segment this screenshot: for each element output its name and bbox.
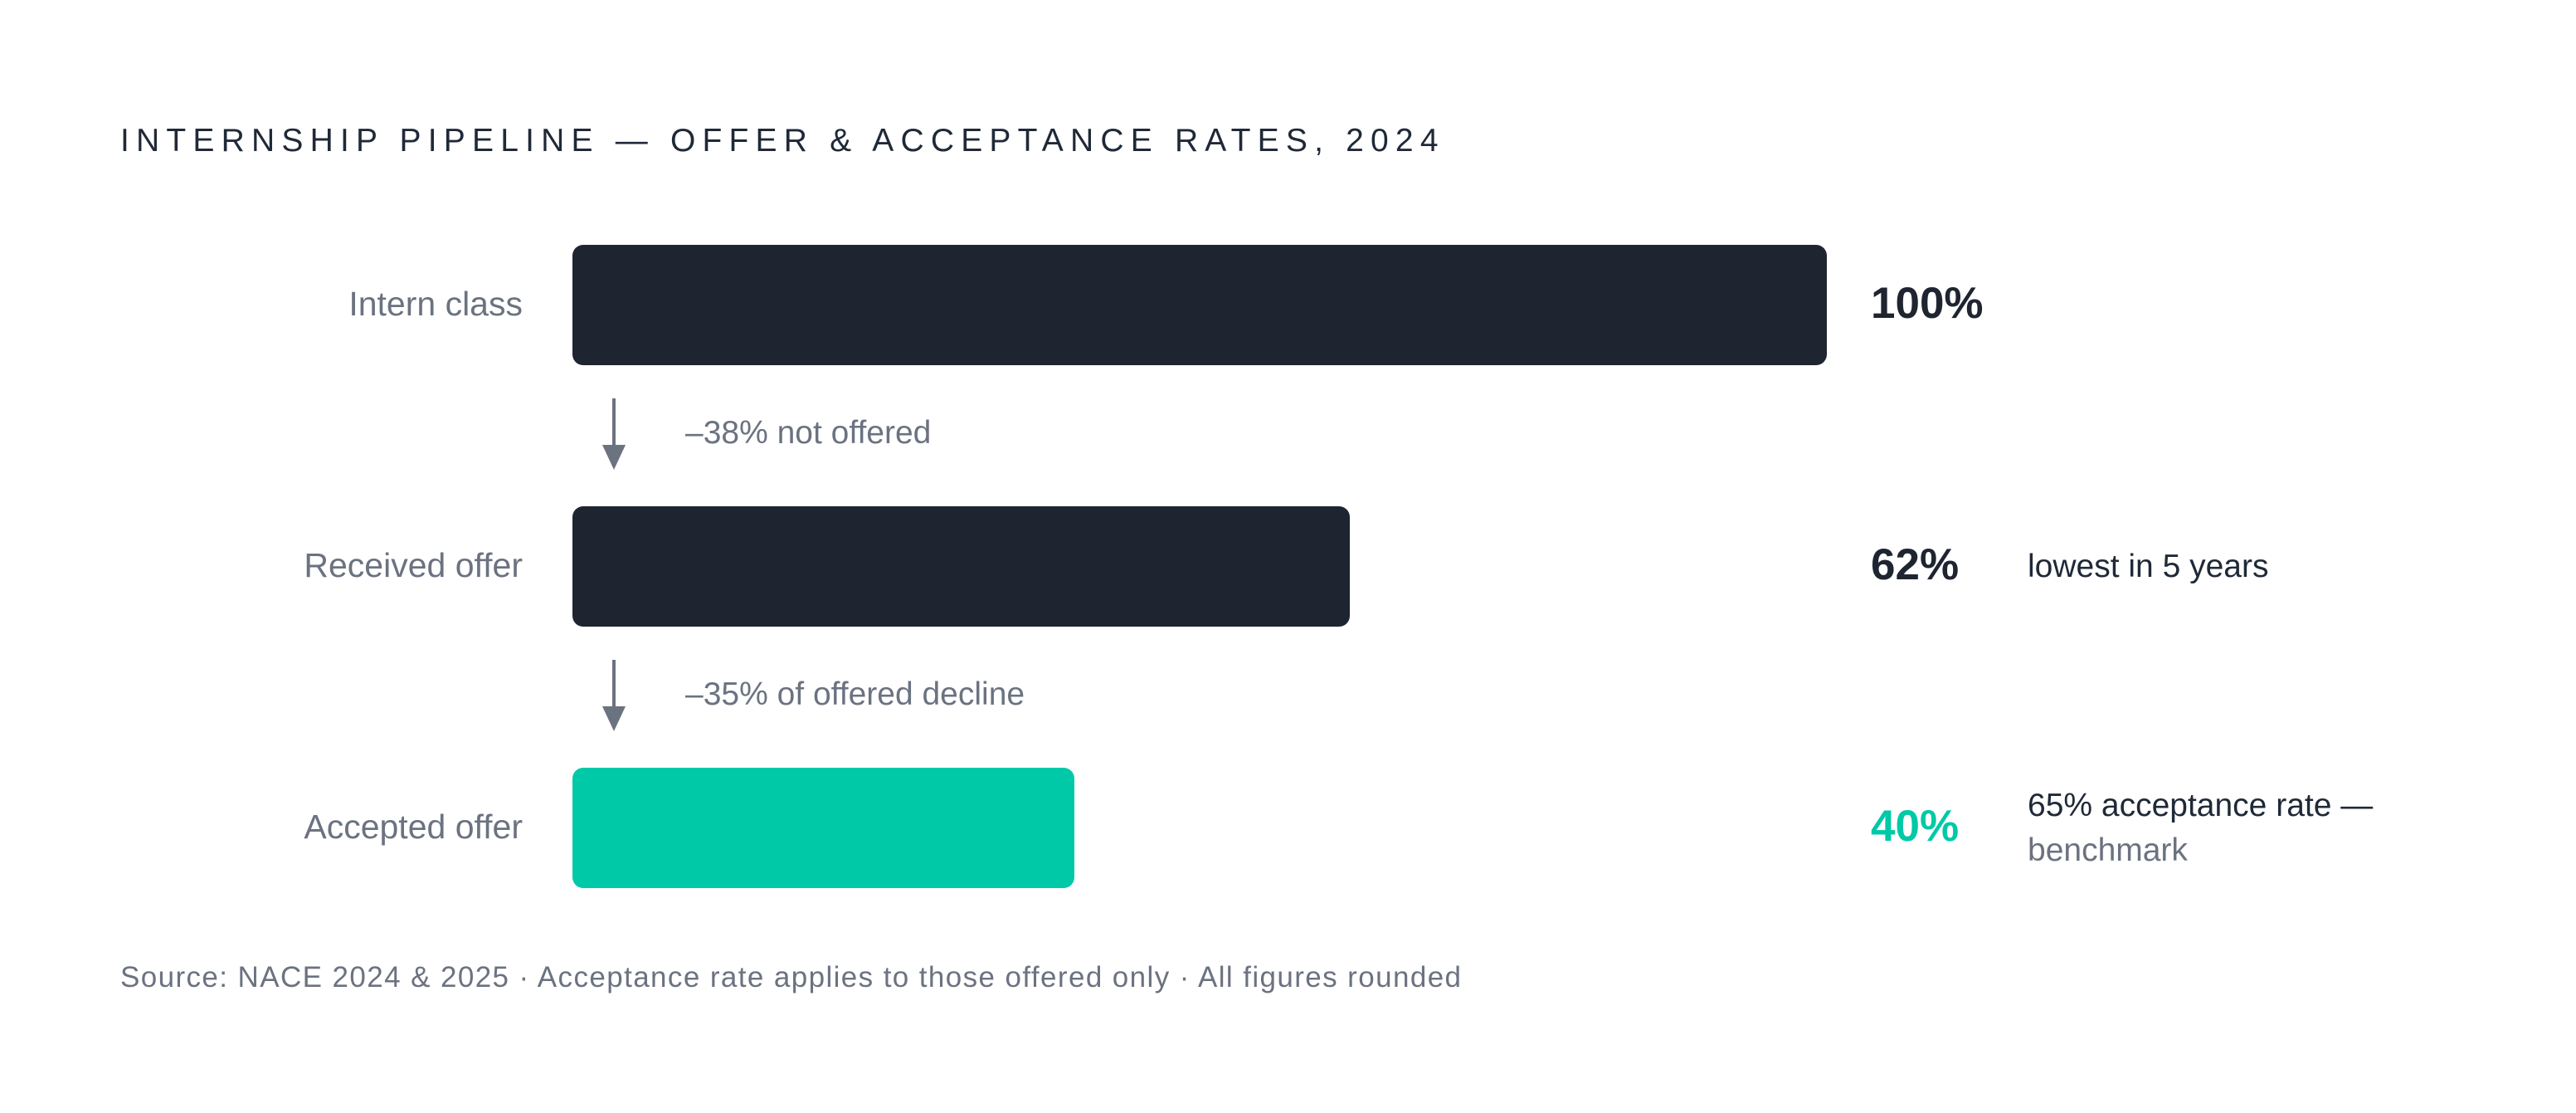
source-note: Source: NACE 2024 & 2025 · Acceptance ra… (120, 961, 1463, 993)
bar-received-offer (572, 506, 1351, 627)
annotation-text: 65% acceptance rate — (2028, 787, 2374, 823)
annotation-subtext: benchmark (2028, 832, 2188, 868)
value-label-received-offer: 62% (1871, 539, 1960, 589)
value-label-accepted-offer: 40% (1871, 801, 1960, 851)
category-label-received-offer: Received offer (304, 545, 523, 584)
annotation-accepted-offer: 65% acceptance rate — benchmark (2028, 783, 2373, 873)
bar-accepted-offer (572, 768, 1074, 888)
value-label-intern-class: 100% (1871, 278, 1984, 328)
arrow-down-icon (602, 660, 626, 731)
arrow-down-icon (602, 398, 626, 470)
annotation-text: lowest in 5 years (2028, 548, 2269, 584)
drop-label-1: –38% not offered (685, 415, 932, 451)
bar-intern-class (572, 245, 1827, 365)
drop-label-2: –35% of offered decline (685, 676, 1025, 712)
category-label-accepted-offer: Accepted offer (304, 807, 523, 846)
category-label-intern-class: Intern class (348, 284, 523, 323)
chart-title: INTERNSHIP PIPELINE — OFFER & ACCEPTANCE… (120, 123, 1445, 159)
annotation-received-offer: lowest in 5 years (2028, 544, 2268, 589)
